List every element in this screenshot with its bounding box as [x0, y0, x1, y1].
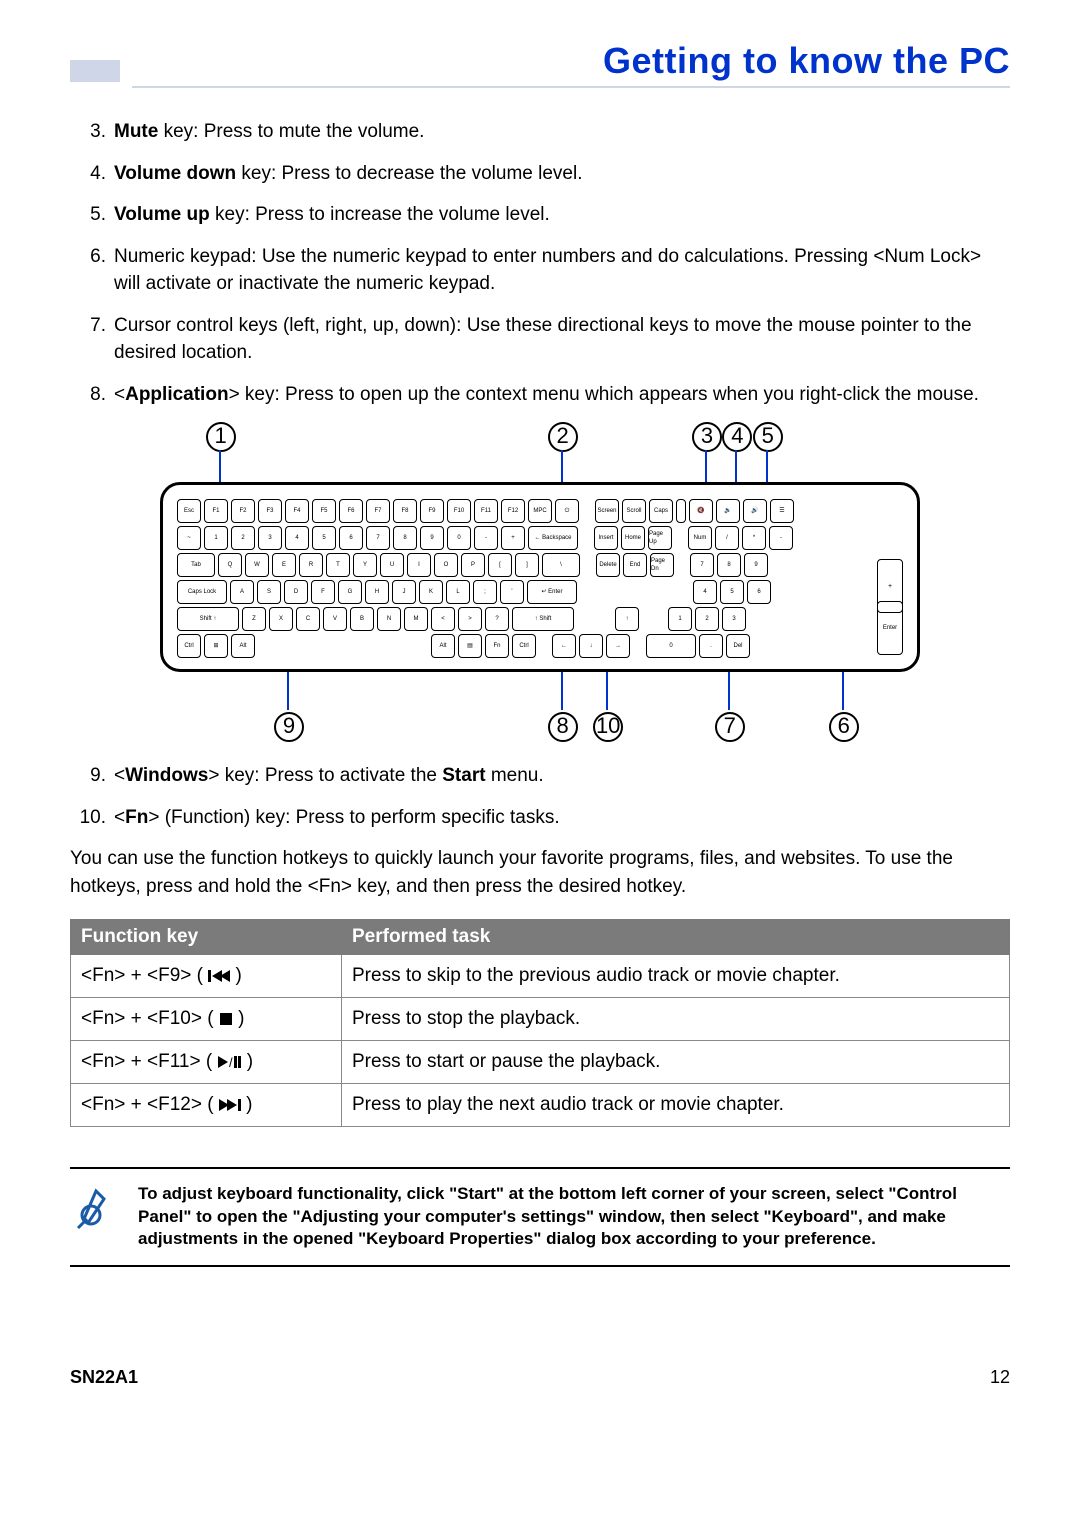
intro-list: 3.Mute key: Press to mute the volume.4.V… — [70, 118, 1010, 408]
header-accent — [70, 60, 120, 82]
table-header-task: Performed task — [342, 919, 1010, 954]
header-title: Getting to know the PC — [132, 40, 1010, 88]
hotkey-paragraph: You can use the function hotkeys to quic… — [70, 845, 1010, 900]
page-footer: SN22A1 12 — [70, 1367, 1010, 1388]
footer-model: SN22A1 — [70, 1367, 138, 1388]
footer-page-number: 12 — [990, 1367, 1010, 1388]
note-icon — [70, 1177, 138, 1258]
list-after-diagram: 9.<Windows> key: Press to activate the S… — [70, 762, 1010, 831]
page-header: Getting to know the PC — [70, 40, 1010, 88]
svg-text:/: / — [229, 1055, 233, 1069]
table-header-key: Function key — [71, 919, 342, 954]
note-block: To adjust keyboard functionality, click … — [70, 1167, 1010, 1268]
keyboard-diagram: 12345 EscF1F2F3F4F5F6F7F8F9F10F11F12MPC⏻… — [160, 422, 920, 742]
note-text: To adjust keyboard functionality, click … — [138, 1177, 1010, 1258]
function-key-table: Function key Performed task <Fn> + <F9> … — [70, 919, 1010, 1127]
